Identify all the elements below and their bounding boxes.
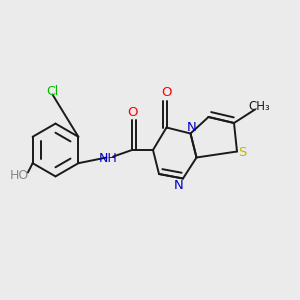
Text: S: S [238,146,247,160]
Text: N: N [174,178,184,192]
Text: N: N [187,121,196,134]
Text: O: O [161,86,172,100]
Text: CH₃: CH₃ [249,100,270,113]
Text: HO: HO [9,169,28,182]
Text: NH: NH [99,152,117,166]
Text: O: O [127,106,137,119]
Text: Cl: Cl [46,85,58,98]
